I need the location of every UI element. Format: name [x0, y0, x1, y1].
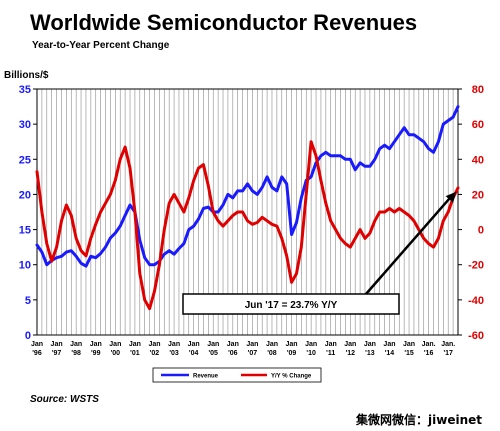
- x-tick-label-year: '04: [189, 350, 199, 357]
- y-left-tick-label: 35: [19, 84, 31, 96]
- x-tick-label-month: Jan: [305, 341, 317, 348]
- x-tick-label-year: '13: [365, 350, 375, 357]
- x-tick-label-year: '97: [52, 350, 62, 357]
- y-left-tick-label: 20: [19, 189, 31, 201]
- x-tick-label-month: Jan: [129, 341, 141, 348]
- x-tick-label-month: Jan: [31, 341, 43, 348]
- y-left-tick-label: 0: [25, 330, 31, 342]
- source-note: Source: WSTS: [30, 394, 99, 405]
- x-tick-label-year: '08: [267, 350, 277, 357]
- x-tick-label-month: Jan.: [441, 341, 455, 348]
- series-line-yoy: [35, 140, 460, 311]
- y-right-tick-label: 0: [478, 225, 484, 237]
- x-tick-label-month: Jan: [90, 341, 102, 348]
- x-tick-label-month: Jan: [148, 341, 160, 348]
- watermark: 集微网微信：jiweinet: [355, 412, 482, 427]
- legend-label-yoy: Y/Y % Change: [271, 374, 312, 380]
- legend-box: [152, 367, 322, 383]
- series: [35, 105, 460, 311]
- x-tick-label-year: '03: [169, 350, 179, 357]
- x-tick-label-month: Jan: [364, 341, 376, 348]
- x-tick-label-month: Jan: [325, 341, 337, 348]
- y-left-tick-label: 10: [19, 260, 31, 272]
- y-right-tick-label: -40: [468, 295, 484, 307]
- legend-label-revenue: Revenue: [193, 374, 219, 380]
- y-right-tick-label: -20: [468, 260, 484, 272]
- x-tick-label-month: Jan: [286, 341, 298, 348]
- x-tick-label-year: '10: [306, 350, 316, 357]
- x-tick-label-month: Jan: [246, 341, 258, 348]
- annotation-arrowhead: [445, 191, 456, 203]
- y-left-tick-label: 30: [19, 119, 31, 131]
- x-tick-label-year: '98: [71, 350, 81, 357]
- annotation-text: Jun '17 = 23.7% Y/Y: [245, 300, 338, 311]
- y-right-tick-label: -60: [468, 330, 484, 342]
- x-tick-label-year: '11: [326, 350, 335, 357]
- chart-title: Worldwide Semiconductor Revenues: [30, 10, 417, 35]
- x-tick-label-year: '06: [228, 350, 238, 357]
- x-tick-label-month: Jan: [51, 341, 63, 348]
- x-tick-label-year: '96: [32, 350, 42, 357]
- y-axis-left: 0 5 10 15 20 25 30 35: [19, 84, 37, 342]
- y-left-tick-label: 25: [19, 154, 31, 166]
- y-left-tick-label: 5: [25, 295, 31, 307]
- x-tick-label-month: Jan.: [422, 341, 436, 348]
- x-tick-label-month: Jan: [109, 341, 121, 348]
- y-right-tick-label: 80: [472, 84, 484, 96]
- x-tick-label-month: Jan: [383, 341, 395, 348]
- x-tick-label-year: '02: [150, 350, 160, 357]
- x-tick-label-year: '15: [404, 350, 414, 357]
- x-axis: Jan '96 Jan '97 Jan '98 Jan '99 Jan '00 Jan '01 Jan '…: [31, 341, 455, 357]
- series-line-revenue: [35, 105, 460, 268]
- x-tick-label-year: '16: [424, 350, 434, 357]
- x-tick-label-month: Jan: [188, 341, 200, 348]
- x-tick-label-month: Jan: [403, 341, 415, 348]
- legend: Revenue Y/Y % Change: [152, 367, 322, 383]
- x-tick-label-year: '00: [111, 350, 121, 357]
- y-right-tick-label: 40: [472, 154, 484, 166]
- x-tick-label-year: '07: [248, 350, 258, 357]
- chart-subtitle: Year-to-Year Percent Change: [32, 40, 170, 51]
- x-tick-label-month: Jan: [344, 341, 356, 348]
- x-tick-label-year: '09: [287, 350, 297, 357]
- y-left-tick-label: 15: [19, 225, 31, 237]
- y-axis-right: -60 -40 -20 0 20 40 60 80: [458, 84, 484, 342]
- x-tick-label-month: Jan: [266, 341, 278, 348]
- plot-frame: [36, 88, 459, 336]
- y-right-tick-label: 60: [472, 119, 484, 131]
- x-tick-label-month: Jan: [168, 341, 180, 348]
- annotation-arrow: [365, 197, 451, 295]
- annotation-box: [182, 293, 400, 315]
- x-tick-label-year: '17: [443, 350, 453, 357]
- x-tick-label-year: '99: [91, 350, 101, 357]
- x-tick-label-month: Jan: [227, 341, 239, 348]
- x-tick-label-year: '05: [209, 350, 219, 357]
- y-left-unit-label: Billions/$: [4, 70, 49, 81]
- x-tick-label-month: Jan: [70, 341, 82, 348]
- x-tick-label-year: '12: [346, 350, 356, 357]
- y-right-tick-label: 20: [472, 189, 484, 201]
- x-tick-label-year: '01: [130, 350, 140, 357]
- x-tick-label-year: '14: [385, 350, 395, 357]
- x-tick-label-month: Jan: [207, 341, 219, 348]
